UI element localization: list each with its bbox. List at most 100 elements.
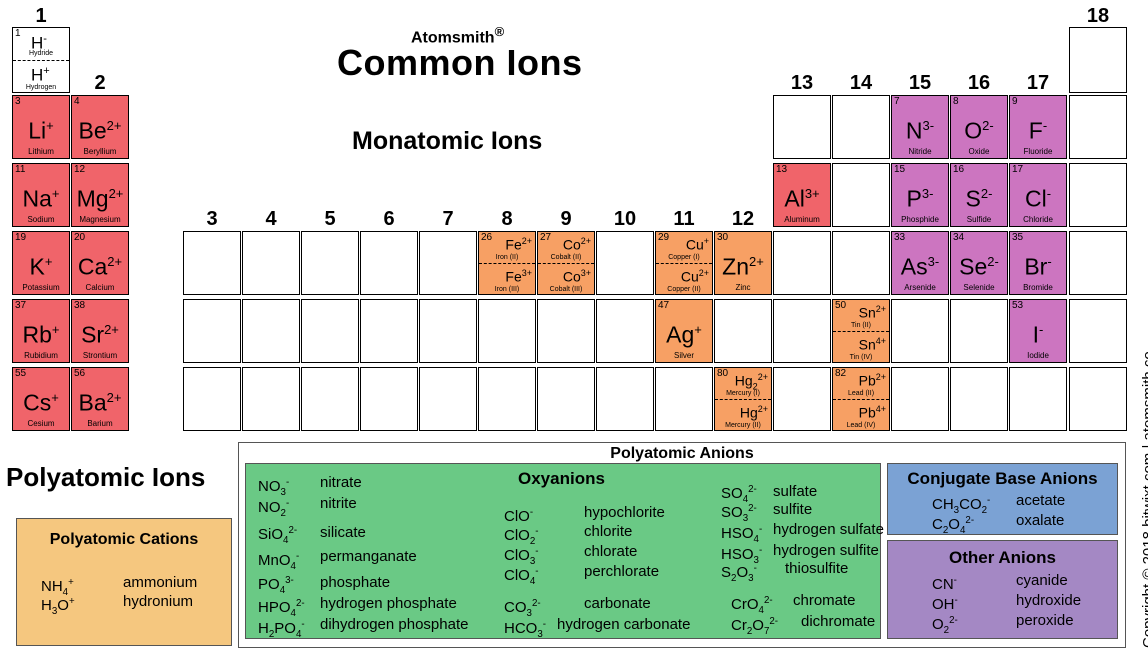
atomic-number: 20 [74, 232, 86, 243]
ion-upper: 26 Fe2+ Iron (II) [479, 232, 535, 264]
element-cell-i: 53 I- Iodide [1009, 299, 1067, 363]
hydronium-formula: H3O+ [41, 596, 75, 617]
ion-name: Hydrogen [25, 84, 57, 91]
hypochlorite-formula: ClO- [504, 507, 534, 525]
nitrite-name: nitrite [320, 495, 357, 512]
ion-name: Magnesium [79, 215, 121, 224]
nitrate-name: nitrate [320, 474, 362, 491]
ion-name: Lead (IV) [846, 422, 876, 429]
ion-name: Oxide [968, 147, 990, 156]
hydronium-name: hydronium [123, 593, 194, 610]
ion-name: Cobalt (II) [550, 254, 582, 261]
element-cell-be: 4 Be2+ Beryllium [71, 95, 129, 159]
hydrogen-phosphate-formula: HPO42- [258, 598, 305, 619]
element-cell-li: 3 Li+ Lithium [12, 95, 70, 159]
element-cell-ba: 56 Ba2+ Barium [71, 367, 129, 431]
ion-lower: Fe3+ Iron (III) [479, 264, 535, 295]
empty-element-cell [360, 367, 418, 431]
hydrogen-ion: H+ [31, 65, 50, 85]
ion-symbol: Pb4+ [858, 404, 886, 421]
empty-element-cell [1069, 163, 1127, 227]
atomic-number: 56 [74, 368, 86, 379]
ammonium-formula: NH4+ [41, 577, 74, 598]
empty-element-cell [1069, 367, 1127, 431]
element-cell-fe: 26 Fe2+ Iron (II) Fe3+ Iron (III) [478, 231, 536, 295]
atomic-number: 4 [74, 96, 80, 107]
ion-symbol: Ag+ [666, 321, 702, 348]
silicate-formula: SiO42- [258, 525, 298, 546]
empty-element-cell [1069, 299, 1127, 363]
atomic-number: 19 [15, 232, 27, 243]
atomic-number: 12 [74, 164, 86, 175]
empty-element-cell [360, 299, 418, 363]
atomic-number: 33 [894, 232, 906, 243]
group-number-3: 3 [206, 208, 218, 230]
ion-symbol: As3- [900, 253, 940, 280]
atomic-number: 50 [835, 300, 847, 311]
hypochlorite-name: hypochlorite [584, 504, 665, 521]
ion-symbol: Na+ [22, 185, 60, 212]
ion-symbol: Cu+ [685, 236, 709, 253]
ion-symbol: Mg2+ [76, 185, 124, 212]
dichromate-formula: Cr2O72- [731, 616, 779, 637]
element-cell-hg: 80 Hg22+ Mercury (I) Hg2+ Mercury (II) [714, 367, 772, 431]
empty-element-cell [183, 231, 241, 295]
ion-symbol: Ca2+ [77, 253, 123, 280]
chromate-name: chromate [793, 592, 856, 609]
atomic-number: 17 [1012, 164, 1024, 175]
atomic-number: 9 [1012, 96, 1018, 107]
ion-symbol: Sn4+ [858, 336, 886, 353]
empty-element-cell [891, 299, 949, 363]
element-cell-s: 16 S2- Sulfide [950, 163, 1008, 227]
group-number-12: 12 [731, 208, 755, 230]
ion-symbol: Cs+ [23, 389, 59, 416]
cyanide-formula: CN- [932, 575, 957, 593]
empty-element-cell [773, 367, 831, 431]
ion-symbol: Cu2+ [680, 268, 709, 285]
element-cell-na: 11 Na+ Sodium [12, 163, 70, 227]
ion-symbol: N3- [905, 117, 935, 144]
ion-lower: Cu2+ Copper (II) [656, 264, 712, 295]
empty-element-cell [242, 299, 300, 363]
dichromate-name: dichromate [801, 613, 876, 630]
empty-element-cell [1069, 231, 1127, 295]
ion-symbol: Hg2+ [739, 404, 768, 421]
element-cell-co: 27 Co2+ Cobalt (II) Co3+ Cobalt (III) [537, 231, 595, 295]
ion-name: Cesium [27, 419, 55, 428]
element-cell-ag: 47 Ag+ Silver [655, 299, 713, 363]
empty-element-cell [832, 95, 890, 159]
ion-name: Barium [87, 419, 113, 428]
empty-element-cell [1009, 367, 1067, 431]
sulfate-formula: SO42- [721, 484, 757, 505]
peroxide-name: peroxide [1016, 612, 1074, 629]
element-cell-rb: 37 Rb+ Rubidium [12, 299, 70, 363]
hydrogen-sulfite-formula: HSO3- [721, 545, 763, 566]
hydrogen-phosphate-name: hydrogen phosphate [320, 595, 457, 612]
atomic-number: 82 [835, 368, 847, 379]
atomic-number: 16 [953, 164, 965, 175]
empty-element-cell [773, 231, 831, 295]
ion-name: Selenide [963, 283, 995, 292]
hydrogen-carbonate-name: hydrogen carbonate [557, 616, 691, 633]
ion-symbol: F- [1028, 117, 1048, 144]
element-cell-k: 19 K+ Potassium [12, 231, 70, 295]
group-number-14: 14 [849, 72, 873, 94]
hydrogen-sulfite-name: hydrogen sulfite [773, 542, 879, 559]
hydrogen-carbonate-formula: HCO3- [504, 619, 547, 640]
chlorite-formula: ClO2- [504, 526, 539, 547]
perchlorate-formula: ClO4- [504, 566, 539, 587]
thiosulfite-formula: S2O3- [721, 563, 757, 584]
oxyanions-title: Oxyanions [518, 469, 605, 488]
ion-symbol: Cl- [1024, 185, 1052, 212]
ion-name: Nitride [908, 147, 932, 156]
acetate-name: acetate [1016, 492, 1066, 509]
ion-name: Copper (I) [668, 254, 700, 261]
atomic-number: 34 [953, 232, 965, 243]
element-cell-zn: 30 Zn2+ Zinc [714, 231, 772, 295]
ion-name: Copper (II) [667, 286, 701, 293]
ammonium-name: ammonium [123, 574, 198, 591]
atomic-number: 8 [953, 96, 959, 107]
ion-lower: Hg2+ Mercury (II) [715, 400, 771, 431]
ion-name: Potassium [22, 283, 60, 292]
ion-symbol: Zn2+ [722, 253, 764, 280]
